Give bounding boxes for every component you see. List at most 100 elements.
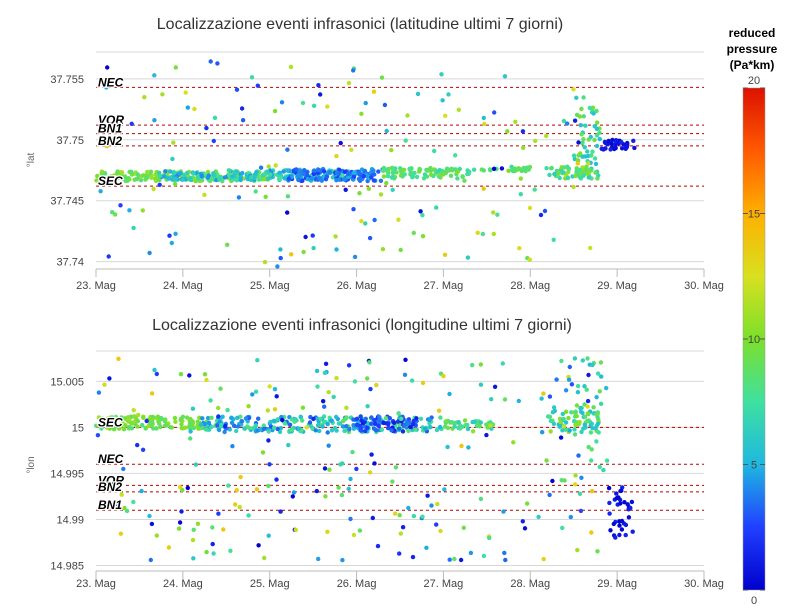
data-point (217, 176, 222, 181)
data-point (277, 170, 282, 175)
data-point (567, 364, 572, 370)
data-point (397, 426, 402, 431)
data-point (347, 427, 352, 432)
data-point (420, 380, 426, 386)
data-point (362, 168, 368, 174)
data-point (604, 458, 610, 463)
data-point (585, 149, 590, 154)
data-point (604, 385, 609, 391)
y-tick-label: 37.74 (56, 257, 84, 269)
data-point (141, 173, 146, 178)
data-point (578, 151, 583, 156)
data-point (558, 419, 563, 425)
data-point (285, 194, 291, 199)
data-point (202, 372, 208, 377)
data-point (572, 427, 577, 432)
data-point (385, 173, 391, 179)
data-point (551, 237, 556, 242)
data-point (338, 140, 343, 146)
data-point (372, 461, 377, 466)
data-point (209, 415, 214, 420)
data-point (352, 254, 358, 260)
data-point (561, 416, 566, 422)
data-point (438, 528, 443, 534)
data-point (105, 177, 110, 182)
data-point (592, 156, 598, 161)
data-point (178, 171, 183, 176)
data-point (226, 483, 231, 488)
x-tick-label: 30. Mag (684, 578, 724, 590)
data-point (157, 173, 163, 178)
data-point (248, 175, 254, 180)
data-point (289, 252, 294, 257)
data-point (211, 551, 216, 556)
data-point (460, 174, 465, 179)
data-point (461, 525, 466, 530)
data-point (208, 398, 213, 403)
data-point (336, 485, 341, 490)
data-point (393, 465, 399, 470)
reference-label-bn1: BN1 (98, 122, 122, 136)
y-tick-label: 15 (72, 422, 84, 434)
data-point (331, 394, 336, 400)
data-point (383, 167, 389, 172)
y-tick-label: 15.005 (50, 376, 84, 388)
data-point (481, 115, 486, 121)
data-point (565, 164, 570, 169)
data-point (541, 391, 546, 396)
colorbar-tick-label: 20 (748, 75, 760, 87)
data-point (367, 235, 373, 241)
data-point (632, 145, 637, 151)
latitude-reference-lines (96, 86, 704, 187)
data-point (151, 186, 156, 192)
data-point (566, 415, 571, 421)
data-point (219, 422, 224, 428)
data-point (572, 432, 578, 437)
data-point (193, 178, 198, 183)
data-point (581, 173, 586, 178)
data-point (609, 141, 614, 146)
data-point (316, 556, 321, 562)
data-point (481, 553, 487, 559)
data-point (198, 422, 204, 427)
data-point (415, 91, 421, 97)
data-point (453, 153, 458, 158)
data-point (465, 426, 471, 432)
data-point (354, 466, 359, 472)
data-point (447, 557, 452, 562)
data-point (482, 121, 487, 127)
data-point (588, 430, 594, 435)
data-point (617, 523, 622, 528)
data-point (577, 114, 583, 119)
data-point (316, 83, 321, 88)
data-point (384, 128, 389, 134)
data-point (272, 425, 277, 430)
data-point (204, 377, 209, 383)
data-point (104, 144, 110, 149)
data-point (351, 532, 357, 538)
data-point (321, 169, 327, 174)
data-point (323, 361, 329, 366)
data-point (400, 429, 406, 434)
data-point (626, 515, 632, 520)
data-point (334, 375, 339, 381)
data-point (411, 513, 417, 519)
data-point (390, 479, 395, 484)
data-point (236, 195, 242, 200)
data-point (115, 170, 120, 176)
data-point (96, 423, 102, 428)
data-point (148, 557, 153, 563)
data-point (216, 405, 221, 411)
data-point (340, 557, 345, 563)
data-point (581, 137, 586, 142)
data-point (268, 419, 273, 425)
data-point (118, 531, 124, 536)
data-point (276, 176, 282, 182)
x-tick-label: 26. Mag (337, 578, 377, 590)
data-point (424, 545, 429, 550)
data-point (154, 371, 159, 377)
data-point (465, 422, 470, 428)
data-point (586, 161, 591, 166)
data-point (395, 419, 401, 424)
data-point (218, 386, 223, 391)
